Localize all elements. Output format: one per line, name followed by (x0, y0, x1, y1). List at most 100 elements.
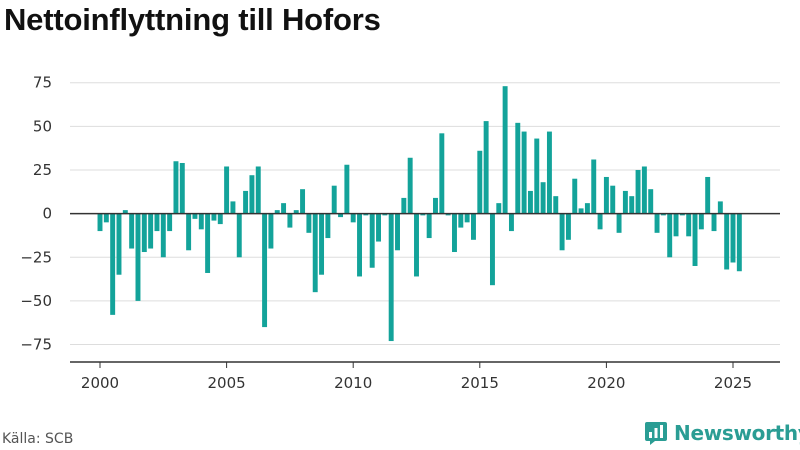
bar (401, 197, 407, 214)
bar (363, 213, 369, 216)
bar (698, 213, 704, 230)
bar (660, 213, 666, 216)
bar-chart: 75 50 25 0 −25 −50 −75 2000 2005 2010 2015 2020 202… (20, 74, 780, 392)
bar (420, 213, 426, 216)
bar (141, 213, 147, 253)
bar (369, 213, 375, 268)
bar (167, 213, 173, 232)
bar (110, 213, 116, 315)
bar (179, 162, 185, 214)
bar (154, 213, 160, 232)
bar (300, 189, 306, 214)
bar (496, 203, 502, 214)
x-tick-label: 2005 (208, 374, 246, 392)
bar (471, 213, 476, 240)
bar (730, 213, 736, 263)
bar (205, 213, 211, 273)
y-tick-label: −50 (20, 292, 52, 310)
bar (262, 213, 268, 328)
x-tick-label: 2000 (81, 374, 119, 392)
bar (135, 213, 141, 301)
bars (97, 86, 742, 342)
bar (236, 213, 242, 258)
brand-logo: Newsworthy (644, 420, 800, 446)
bar (724, 213, 730, 270)
bar (281, 203, 287, 214)
bar (673, 213, 679, 237)
bar (565, 213, 571, 240)
bar (338, 213, 344, 218)
bar (508, 213, 514, 232)
bar (186, 213, 192, 251)
x-tick-label: 2020 (587, 374, 625, 392)
y-tick-label: 75 (33, 74, 52, 92)
y-tick-label: −25 (20, 248, 52, 266)
bar (287, 213, 293, 228)
bar (692, 213, 698, 266)
bar (376, 213, 381, 242)
bar (293, 210, 299, 214)
bar (622, 190, 628, 214)
bar (502, 86, 508, 214)
bar (667, 213, 673, 258)
bar (344, 164, 350, 214)
bar (103, 213, 109, 223)
bar (597, 213, 603, 230)
bar (274, 210, 280, 214)
bar (331, 185, 337, 214)
y-tick-label: 0 (42, 205, 52, 223)
bar (211, 213, 217, 221)
bar (312, 213, 318, 293)
bar (527, 190, 533, 214)
bar (395, 213, 400, 251)
bar (445, 213, 451, 216)
bar (268, 213, 274, 249)
x-tick-label: 2025 (714, 374, 752, 392)
x-tick-label: 2015 (461, 374, 499, 392)
bar (686, 213, 692, 237)
bar (546, 131, 552, 214)
y-tick-label: −75 (20, 336, 52, 354)
bar (458, 213, 464, 228)
bar (192, 213, 198, 219)
bar (679, 213, 685, 216)
bar (610, 185, 616, 214)
bar (198, 213, 204, 230)
bar (116, 213, 122, 275)
y-tick-labels: 75 50 25 0 −25 −50 −75 (20, 74, 52, 354)
bar (483, 121, 489, 214)
bar (357, 213, 362, 277)
bar (255, 166, 261, 214)
bar (160, 213, 166, 258)
bar (122, 210, 128, 214)
bar (641, 166, 647, 214)
bar (654, 213, 660, 233)
bar (382, 213, 388, 216)
bar (230, 201, 236, 214)
bar (635, 169, 641, 214)
bar (717, 201, 723, 214)
brand-name: Newsworthy (674, 421, 800, 445)
bar (515, 122, 521, 214)
bar (559, 213, 565, 251)
newsworthy-chart-logo-icon (645, 422, 667, 445)
bar (217, 213, 223, 225)
bar (736, 213, 742, 272)
x-tick-labels: 2000 2005 2010 2015 2020 2025 (81, 374, 752, 392)
bar (350, 213, 356, 223)
bar (648, 189, 654, 214)
axes (70, 212, 780, 368)
bar (306, 213, 312, 233)
bar (578, 208, 584, 214)
bar (319, 213, 325, 275)
bar (224, 166, 230, 214)
bar (129, 213, 135, 249)
bar (534, 138, 540, 214)
chart-title: Nettoinflyttning till Hofors (4, 2, 381, 37)
bar (705, 176, 711, 214)
bar (414, 213, 419, 277)
bar (407, 157, 413, 214)
bar (173, 161, 179, 214)
bar (489, 213, 495, 286)
bar (572, 178, 578, 214)
